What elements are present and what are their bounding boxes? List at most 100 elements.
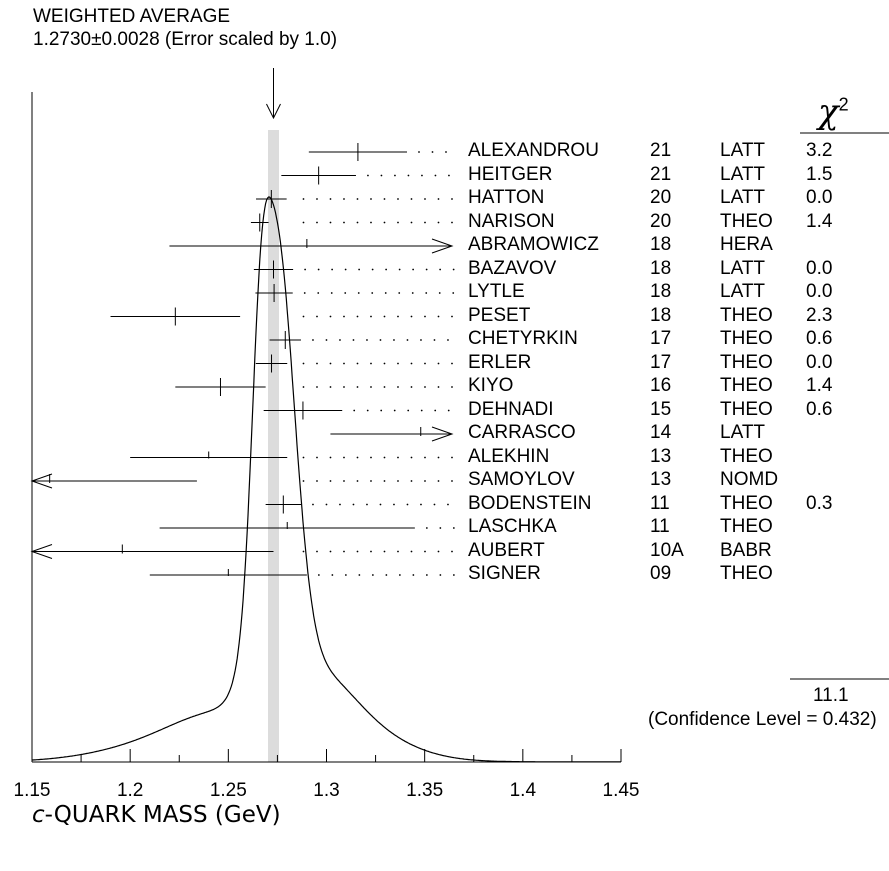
leader-dot [357,292,360,294]
leader-dot [343,315,345,318]
weighted-average-title: WEIGHTED AVERAGE [33,6,231,27]
leader-dot [352,339,355,341]
leader-dot [325,503,328,506]
leader-dot [424,362,426,365]
x-tick-label: 1.4 [510,780,537,801]
chi2-cell: 1.4 [806,210,833,232]
leader-dot [356,480,359,482]
leader-dot [356,386,359,388]
leader-dot [329,480,332,482]
leader-dot [407,409,410,412]
leader-dot [410,480,413,482]
chi2-cell: 0.0 [806,351,833,373]
leader-dot [451,386,453,388]
year-cell: 18 [650,281,672,302]
leader-dot [447,339,449,341]
leader-dot [358,574,361,576]
technique-cell: THEO [720,492,773,514]
author-cell: LYTLE [468,281,525,302]
leader-dot [434,174,437,177]
leader-dot [437,221,440,224]
year-cell: 18 [650,234,672,255]
leader-dot [451,198,453,200]
leader-dot [439,574,442,576]
leader-dot [329,456,332,459]
leader-dot [393,409,396,412]
leader-dot [425,292,428,294]
year-cell: 21 [650,140,672,161]
leader-dot [383,315,386,318]
leader-dot [431,151,434,153]
leader-dot [424,221,426,224]
arrow-head-right [431,426,454,442]
leader-dot [447,503,449,506]
leader-dot [331,268,334,271]
leader-dot [448,174,450,177]
leader-dot [434,409,437,412]
leader-dot [317,574,320,576]
leader-dot [447,409,450,412]
year-cell: 13 [650,469,672,490]
technique-cell: LATT [720,140,766,161]
technique-cell: THEO [720,210,773,232]
year-cell: 20 [650,210,672,232]
x-axis-label: c-QUARK MASS (GeV) [32,802,281,828]
leader-dot [370,456,372,459]
leader-dot [356,198,359,200]
leader-dot [383,480,386,482]
leader-dot [304,268,307,271]
ideogram-curve [32,196,621,763]
leader-dot [379,339,382,341]
leader-dot [412,268,415,271]
leader-dot [437,456,440,459]
chi2-cell: 0.3 [806,492,833,514]
leader-dot [302,480,305,482]
leader-dot [385,574,388,576]
leader-dot [383,198,386,200]
year-cell: 09 [650,563,672,584]
leader-dot [316,456,318,459]
author-cell: ALEKHIN [468,445,550,467]
leader-dot [370,362,372,365]
author-cell: ALEXANDROU [468,140,599,161]
leader-dot [384,292,387,294]
leader-dot [329,550,332,553]
year-cell: 14 [650,422,672,443]
leader-dot [325,339,328,341]
leader-dot [344,574,347,576]
leader-dot [410,456,413,459]
chi2-cell: 0.0 [806,281,833,302]
leader-dot [329,362,332,365]
technique-cell: THEO [720,304,773,326]
leader-dot [397,221,399,224]
leader-dot [410,221,413,224]
technique-cell: HERA [720,234,773,255]
leader-dot [452,268,455,271]
leader-dot [394,174,396,177]
year-cell: 15 [650,398,672,420]
x-tick-label: 1.3 [313,780,339,801]
leader-dot [380,174,383,177]
chi2-total: 11.1 [813,685,849,706]
chi2-column-header: χ2 [818,92,849,132]
leader-dot [343,550,345,553]
leader-dot [437,386,440,388]
leader-dot [370,221,372,224]
x-tick-label: 1.45 [603,780,640,801]
leader-dot [344,268,347,271]
leader-dot [339,503,341,506]
leader-dot [302,221,305,224]
leader-dot [383,221,386,224]
author-cell: DEHNADI [468,398,554,420]
leader-dot [411,292,414,294]
x-tick-label: 1.15 [14,780,51,801]
leader-dot [353,409,356,412]
leader-dot [406,503,409,506]
leader-dot [352,503,355,506]
leader-dot [329,315,332,318]
year-cell: 10A [650,539,684,561]
technique-cell: THEO [720,398,773,420]
leader-dot [406,339,409,341]
leader-dot [424,386,426,388]
